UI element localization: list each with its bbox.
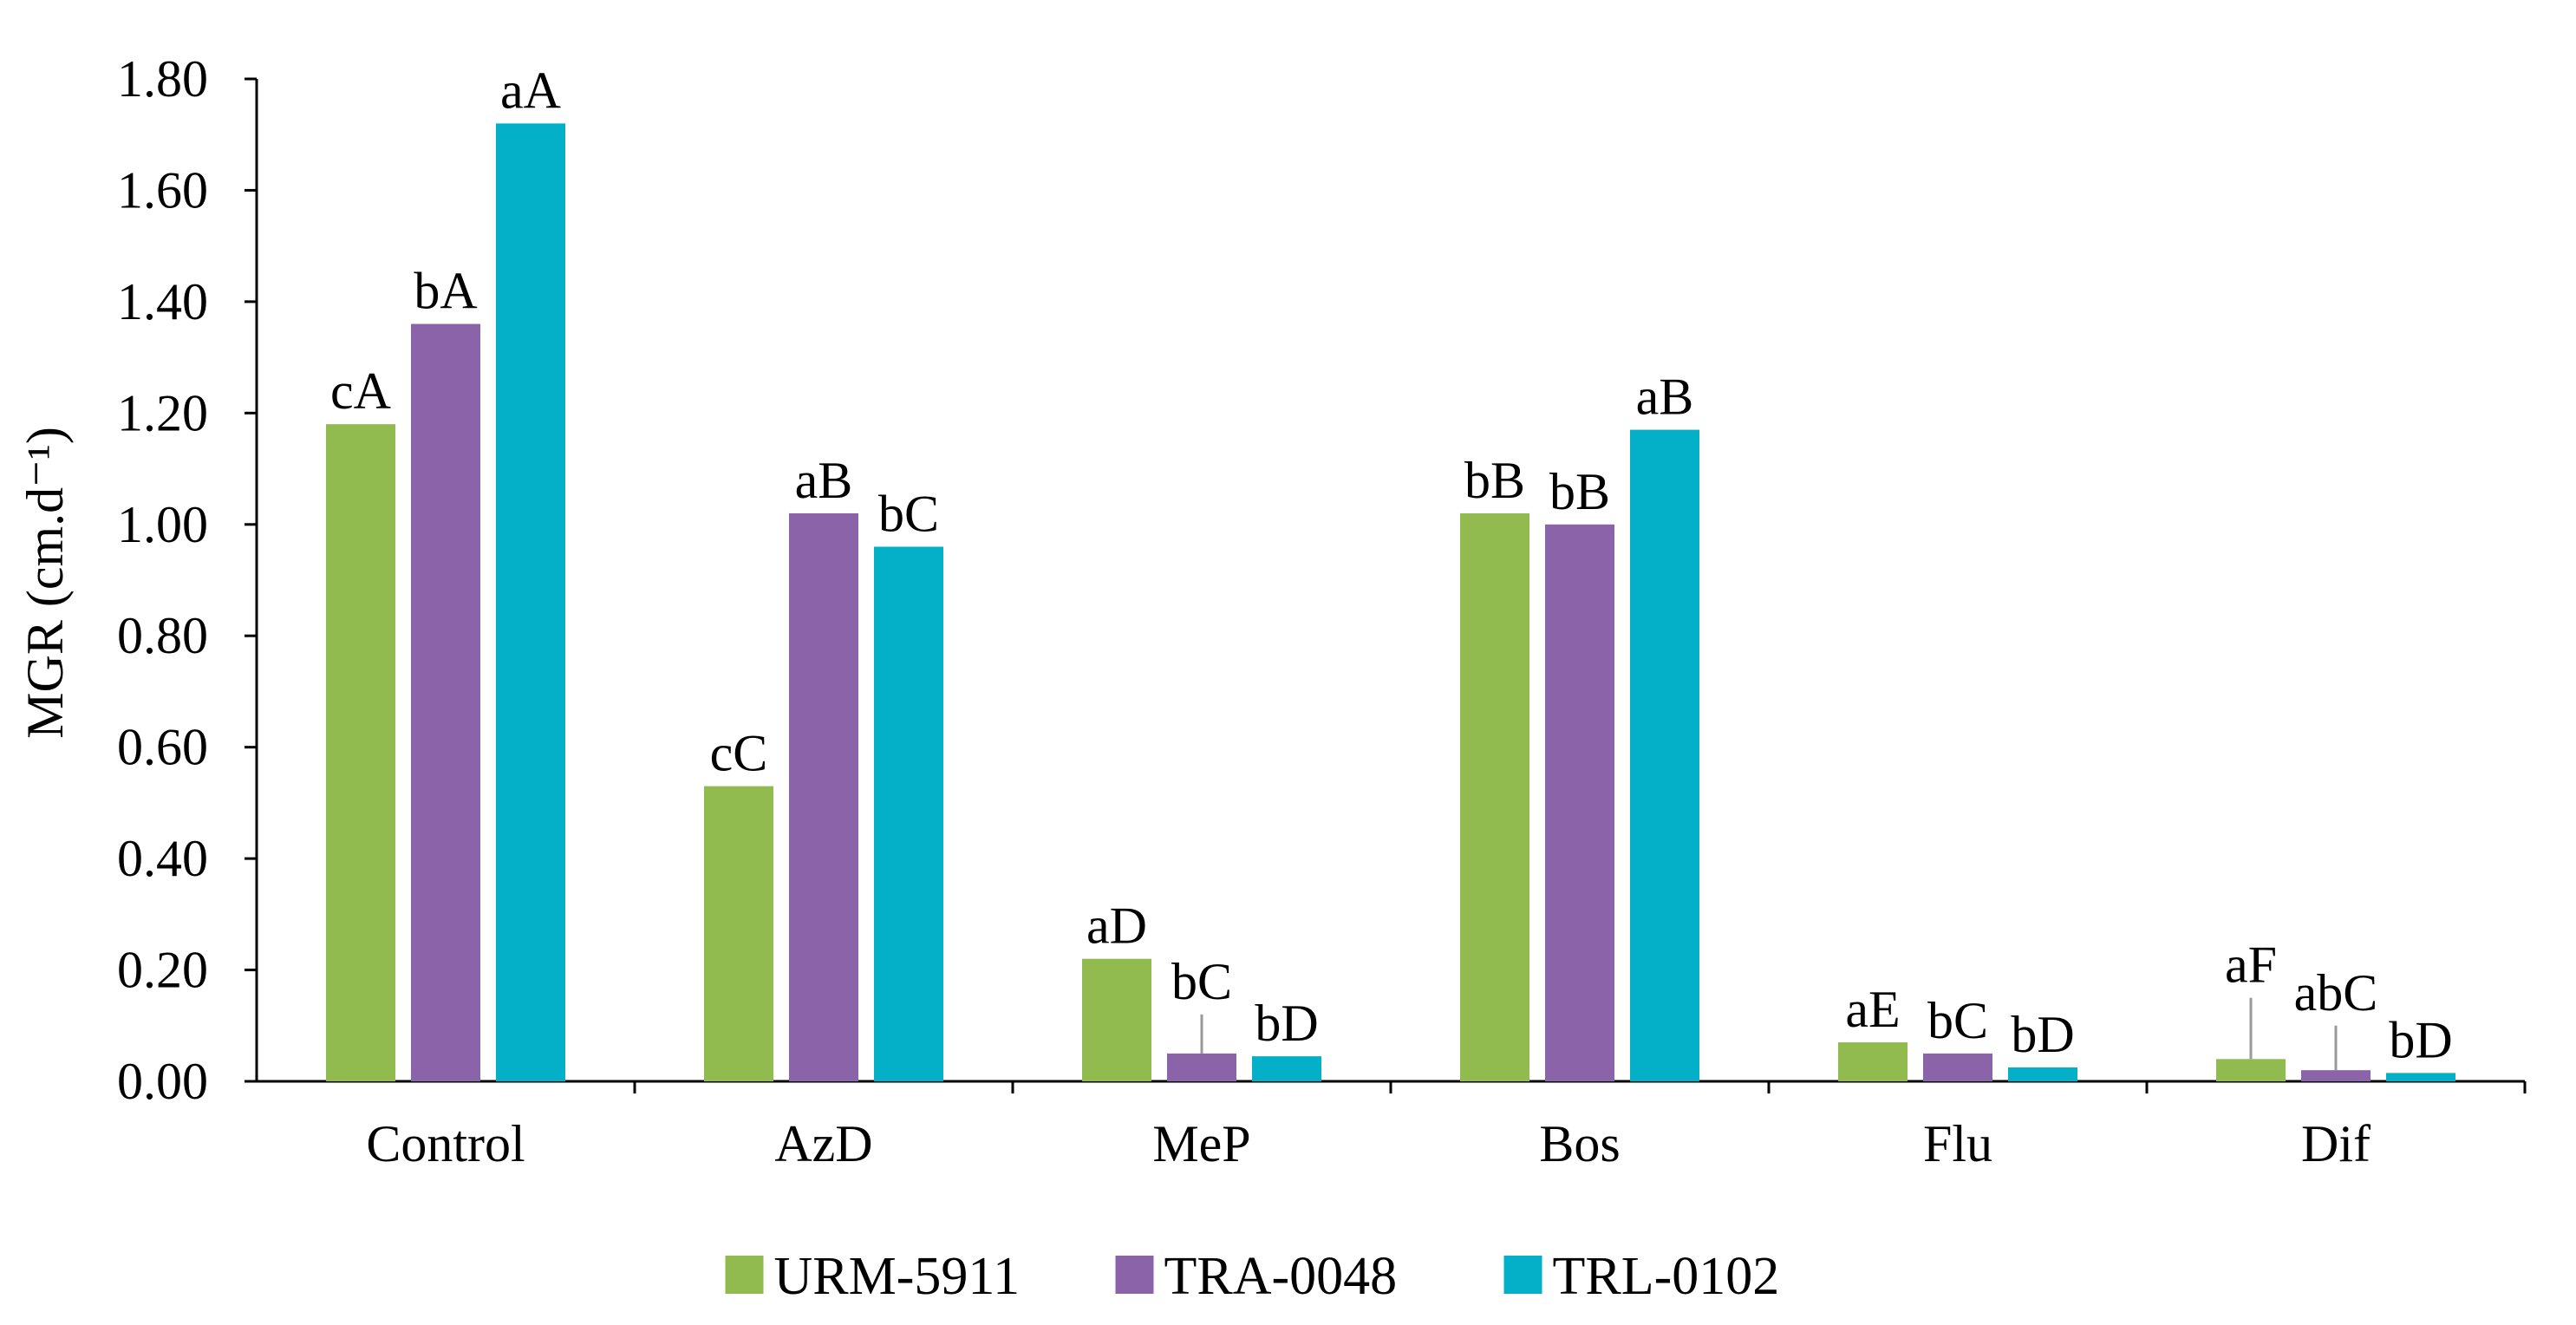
bars [326,123,2455,1082]
bar [1545,524,1614,1081]
legend-swatch [1503,1256,1542,1294]
y-tick-label: 1.20 [117,384,208,441]
bar [2216,1059,2286,1081]
bar [1923,1053,1992,1081]
data-label: bC [1171,953,1232,1010]
legend-label: TRA-0048 [1164,1247,1398,1306]
bar [874,546,943,1081]
y-tick-label: 1.80 [117,50,208,108]
bar [1838,1042,1908,1081]
x-tick-label: Dif [2301,1115,2371,1172]
y-tick-label: 1.00 [117,496,208,553]
bar [1460,512,1529,1081]
data-label: aA [500,62,561,119]
x-axis: Control AzD MeP Bos Flu Dif [257,1080,2527,1172]
bar [704,786,773,1081]
data-label: bC [878,485,939,542]
bar [2008,1067,2077,1081]
data-label: bD [2389,1011,2452,1068]
bar [1082,958,1151,1081]
bar [789,512,858,1081]
legend-label: TRL-0102 [1553,1247,1780,1306]
data-label: bB [1549,463,1610,520]
bar [2386,1073,2455,1081]
data-label: cC [710,725,768,782]
x-tick-label: MeP [1152,1115,1250,1172]
y-tick-label: 0.00 [117,1053,208,1110]
bar [2301,1070,2371,1081]
bar [1252,1056,1321,1081]
bar [1630,429,1699,1082]
data-label: aF [2225,937,2277,994]
x-tick-label: Flu [1923,1115,1992,1172]
y-tick-label: 0.60 [117,719,208,776]
y-tick-label: 0.20 [117,942,208,999]
legend-swatch [725,1256,764,1294]
data-label: bD [2011,1006,2074,1063]
x-tick-label: Bos [1539,1115,1620,1172]
legend-label: URM-5911 [774,1247,1021,1306]
legend-swatch [1115,1256,1154,1294]
y-axis-title: MGR (cm.d⁻¹) [16,427,74,739]
y-tick-label: 1.60 [117,161,208,219]
data-label: abC [2294,964,2378,1021]
bar [326,424,395,1082]
data-label: bB [1464,452,1525,509]
data-label: bA [414,263,477,320]
y-tick-label: 0.40 [117,830,208,887]
bar [496,123,565,1081]
y-tick-label: 0.80 [117,607,208,664]
data-label: aB [1636,369,1694,426]
x-tick-label: AzD [774,1115,872,1172]
data-label: bD [1255,995,1318,1052]
x-tick-label: Control [366,1115,525,1172]
bar [1167,1053,1236,1081]
data-label: aE [1845,981,1900,1038]
data-label: cA [330,362,391,420]
y-axis: 0.00 0.20 0.40 0.60 0.80 1.00 1.20 1.40 1.60 1.80 [117,50,258,1110]
data-label: aD [1086,897,1147,955]
legend: URM-5911 TRA-0048 TRL-0102 [725,1247,1780,1306]
data-label: bC [1927,992,1988,1049]
data-label: aB [795,452,853,509]
y-tick-label: 1.40 [117,273,208,330]
bar [411,323,480,1082]
